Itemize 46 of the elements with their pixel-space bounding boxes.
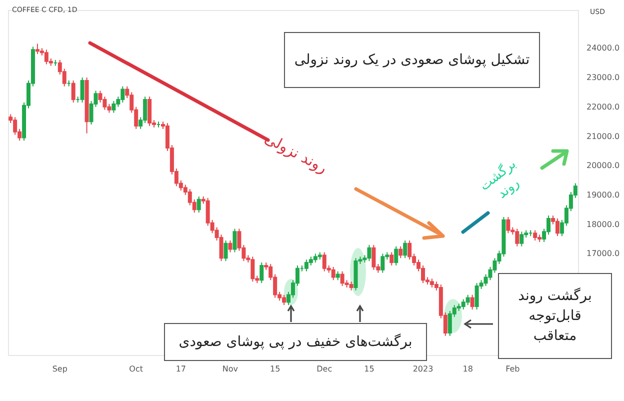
y-tick-label: 19000.0	[586, 190, 620, 200]
candlestick	[506, 216, 510, 234]
candlestick	[390, 252, 394, 266]
x-tick-label: Feb	[506, 364, 520, 374]
y-tick-label: 17000.0	[586, 249, 620, 258]
x-tick-label: 18	[462, 364, 473, 374]
candlestick	[403, 240, 408, 259]
y-tick-label: 23000.0	[586, 73, 620, 82]
x-tick-label: Nov	[222, 364, 238, 374]
candlestick	[232, 228, 237, 253]
candlestick	[470, 294, 474, 310]
y-tick-label: 21000.0	[586, 132, 620, 141]
y-tick-label: 18000.0	[586, 220, 620, 229]
text-box: برگشت روند قابل‌توجه متعاقب	[498, 273, 612, 359]
y-tick-label: 22000.0	[586, 102, 620, 112]
candlestick	[520, 231, 524, 247]
candlestick	[148, 96, 152, 126]
candlestick	[555, 218, 560, 237]
x-tick-label: 15	[270, 364, 280, 374]
candlestick	[260, 262, 264, 284]
x-tick-label: 17	[176, 364, 186, 374]
y-tick-label: 20000.0	[586, 161, 620, 170]
candlestick	[398, 246, 403, 259]
x-tick-label: 2023	[412, 364, 434, 374]
candlestick	[71, 80, 76, 103]
candlestick	[196, 196, 201, 214]
candlestick	[408, 240, 412, 260]
candlestick	[224, 240, 228, 262]
candlestick	[331, 266, 336, 281]
candlestick	[112, 100, 116, 114]
candlestick	[380, 253, 385, 274]
candlestick	[466, 294, 470, 306]
candlestick	[372, 244, 376, 270]
candlestick	[80, 77, 84, 103]
x-tick-label: Sep	[52, 364, 68, 374]
text-box: برگشت‌های خفیف در پی پوشای صعودی	[164, 323, 427, 361]
text-box: تشکیل پوشای صعودی در یک روند نزولی	[284, 32, 540, 88]
candlestick	[394, 246, 398, 266]
candlestick	[228, 240, 232, 253]
x-tick-label: Oct	[129, 364, 144, 374]
y-tick-label: 24000.0	[586, 44, 620, 53]
annotation: روند نزولی	[262, 129, 330, 177]
x-tick-label: Dec	[316, 364, 332, 374]
annotation: برگشت روند	[476, 156, 524, 204]
candlestick	[533, 230, 538, 241]
x-tick-label: 15	[364, 364, 374, 374]
